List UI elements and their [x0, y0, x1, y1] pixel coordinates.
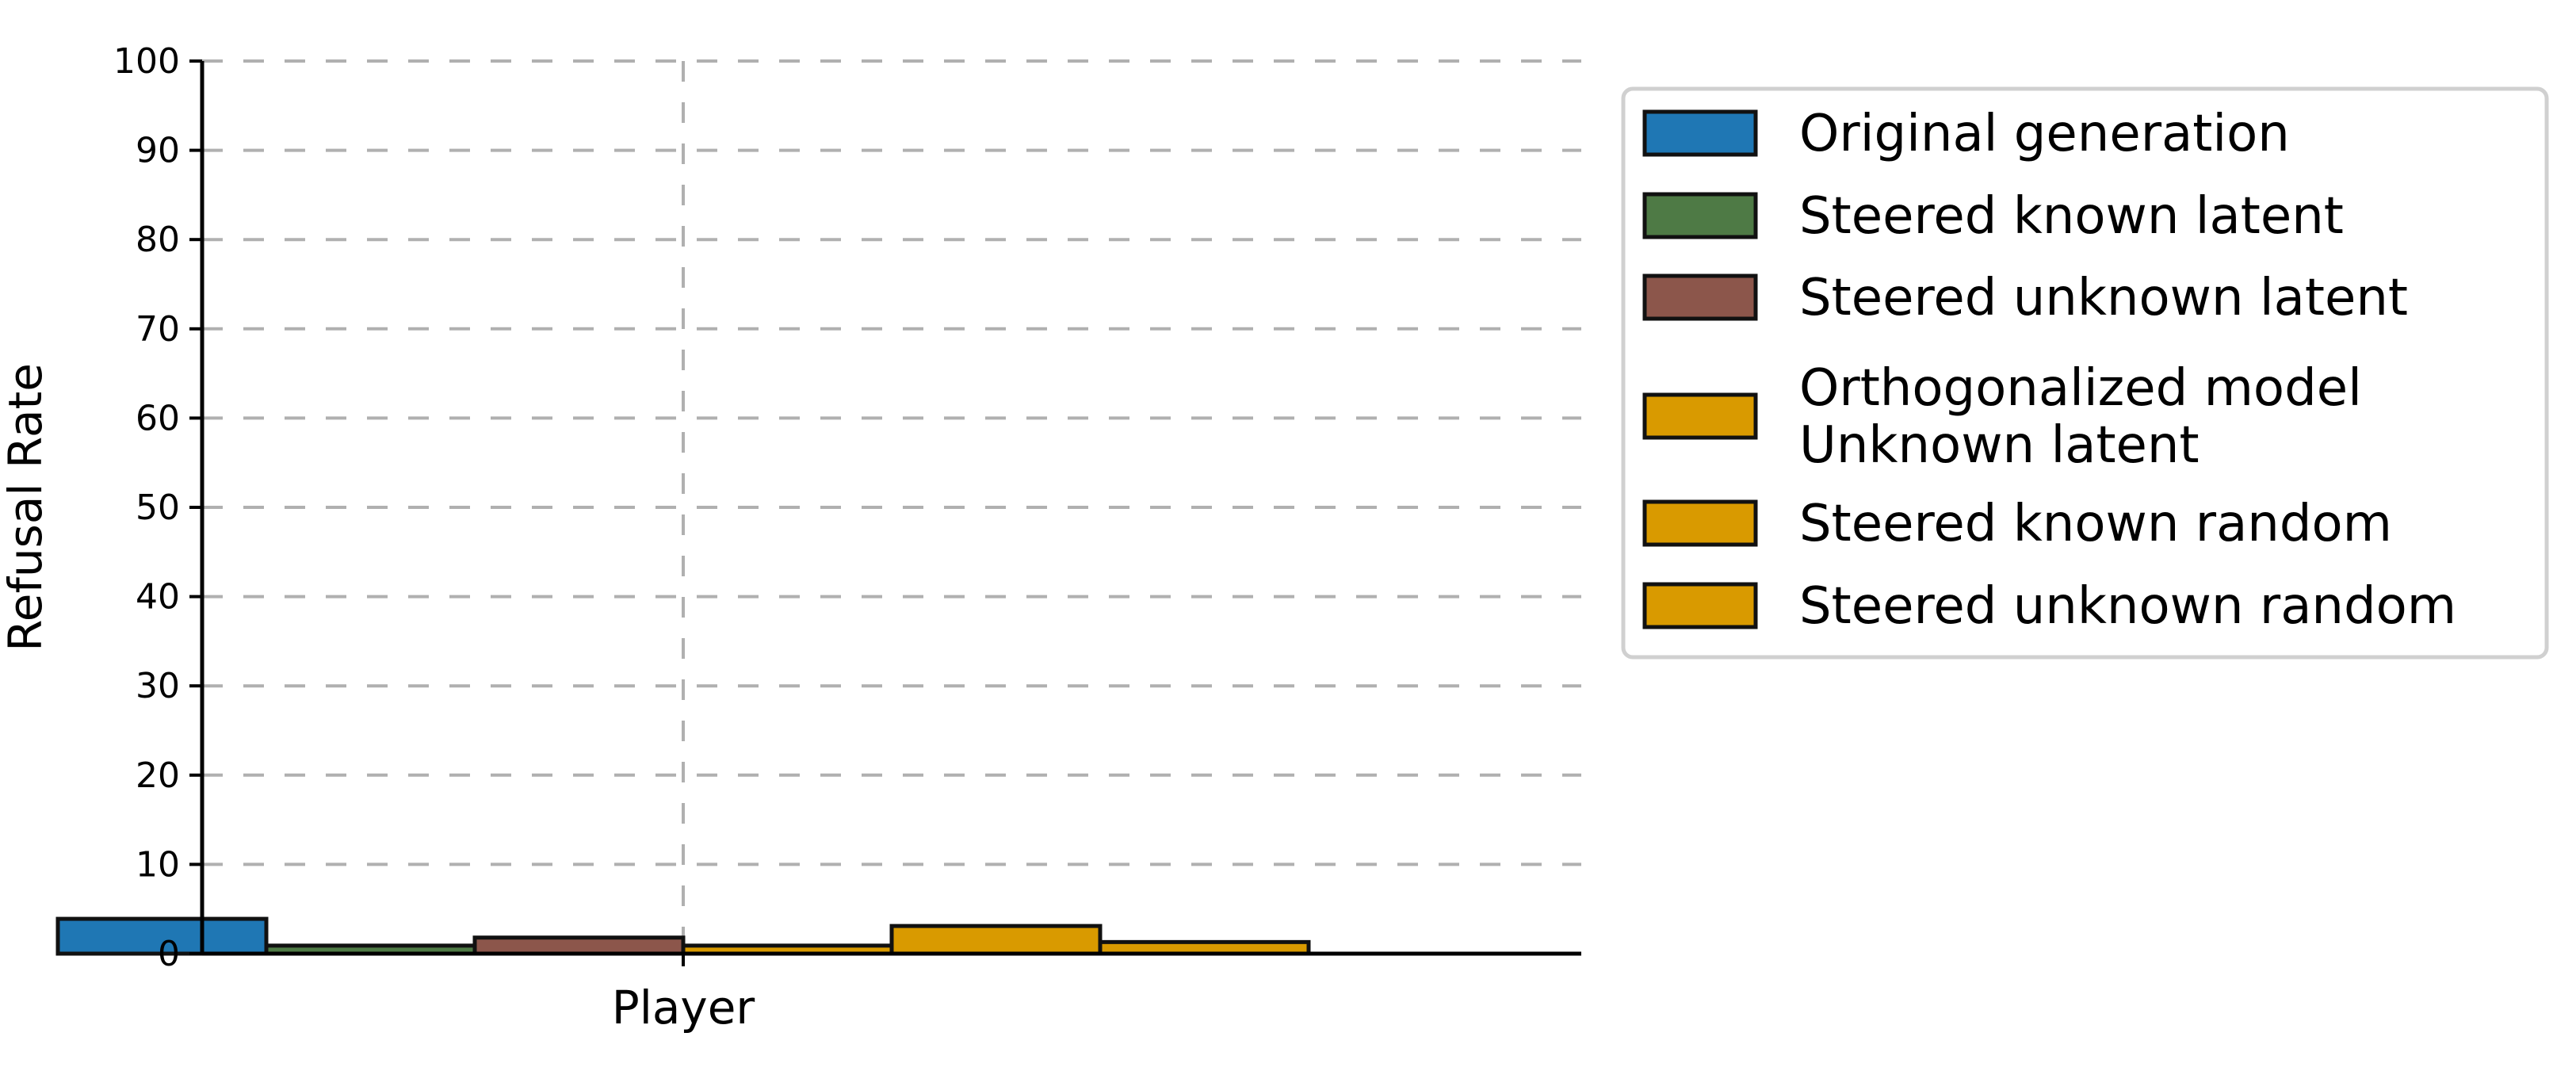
legend-frame [1621, 86, 2549, 660]
legend-swatch [1642, 392, 1758, 440]
legend-label: Steered known latent [1799, 187, 2344, 246]
y-tick-label: 80 [136, 220, 180, 260]
y-axis-label: Refusal Rate [0, 363, 52, 652]
grid-lines [202, 59, 1581, 954]
legend: Original generation Steered known latent S… [1621, 86, 2549, 660]
y-tick-label: 90 [136, 131, 180, 171]
legend-swatch [1642, 192, 1758, 239]
legend-label: Steered unknown random [1799, 577, 2456, 636]
y-tick-label: 60 [136, 398, 180, 438]
bars [55, 916, 1311, 956]
legend-label: Orthogonalized model Unknown latent [1799, 359, 2362, 475]
legend-swatch [1642, 499, 1758, 547]
bar [889, 924, 1103, 956]
y-tick-label: 70 [136, 309, 180, 350]
bar [55, 916, 269, 956]
legend-swatch [1642, 109, 1758, 157]
x-tick-label: Player [612, 981, 755, 1035]
y-tick-label: 40 [136, 577, 180, 618]
legend-swatch [1642, 582, 1758, 629]
y-tick-label: 0 [158, 934, 180, 974]
legend-swatch [1642, 273, 1758, 321]
y-tick-label: 50 [136, 488, 180, 528]
y-tick-label: 20 [136, 755, 180, 796]
legend-label: Steered known random [1799, 495, 2392, 553]
y-ticks: 0 10 20 30 40 50 60 70 80 90 100 [113, 41, 202, 974]
legend-label: Original generation [1799, 105, 2290, 163]
bar [472, 935, 686, 956]
y-tick-label: 100 [113, 41, 180, 82]
x-ticks: Player [612, 954, 755, 1035]
y-tick-label: 30 [136, 666, 180, 706]
legend-label: Steered unknown latent [1799, 269, 2408, 327]
y-tick-label: 10 [136, 844, 180, 885]
